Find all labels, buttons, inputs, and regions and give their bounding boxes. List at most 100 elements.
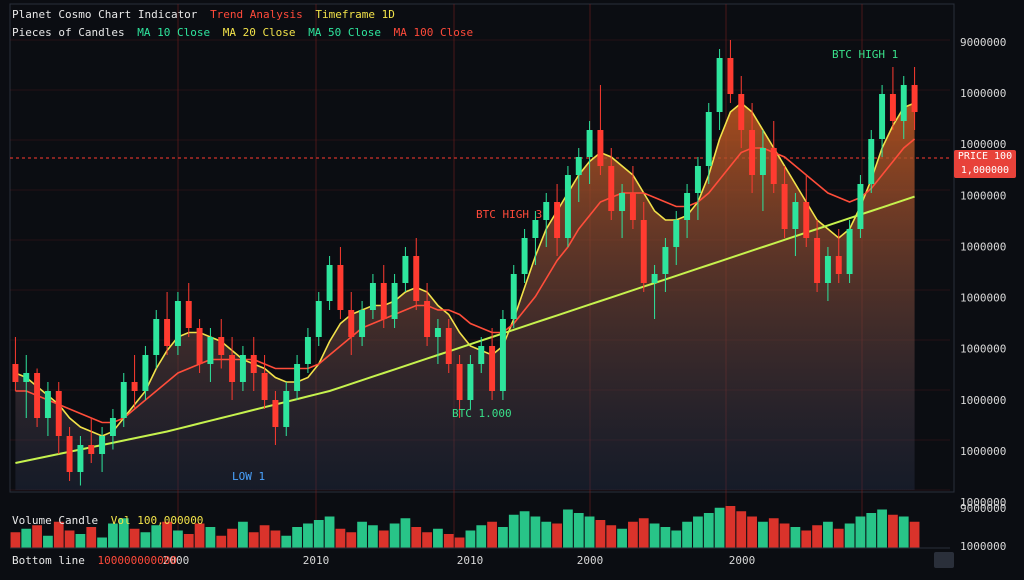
volume-bar-59: [649, 523, 660, 548]
candle-43: [478, 337, 485, 373]
volume-bar-76: [833, 528, 844, 548]
candle-78: [857, 175, 864, 238]
volume-bar-5: [64, 530, 75, 548]
ma-mid-legend[interactable]: MA 20 Close: [222, 26, 296, 39]
settings-corner-button[interactable]: [934, 552, 954, 568]
candle-46: [510, 265, 517, 328]
candle-14: [164, 292, 171, 355]
volume-bar-39: [433, 528, 443, 548]
volume-bar-13: [151, 525, 162, 548]
candle-body: [445, 328, 452, 364]
candle-body: [337, 265, 344, 310]
y-tick-label-9: 1000000: [960, 496, 1006, 509]
candle-body: [99, 436, 106, 454]
volume-bar-3: [43, 535, 53, 548]
candle-body: [857, 184, 864, 229]
candle-49: [543, 193, 550, 247]
volume-bar-83: [909, 521, 920, 548]
candle-18: [207, 328, 214, 382]
volume-bar-64: [703, 513, 714, 548]
candle-body: [174, 301, 181, 346]
volume-bar-72: [790, 527, 801, 548]
candle-body: [889, 94, 896, 121]
candle-0: [12, 337, 19, 391]
candle-51: [564, 166, 571, 247]
candle-17: [196, 319, 203, 373]
candle-body: [694, 166, 701, 193]
ma-fast-legend[interactable]: MA 10 Close: [137, 26, 211, 39]
volume-bar-71: [779, 523, 790, 548]
ma-slow-legend[interactable]: MA 50 Close: [308, 26, 382, 39]
candle-body: [66, 436, 73, 472]
footer-row: Bottom line 100000000000: [12, 554, 177, 568]
candle-body: [792, 202, 799, 229]
footer-value: 100000000000: [97, 554, 177, 567]
ma-extra-legend[interactable]: MA 100 Close: [393, 26, 474, 39]
candle-56: [619, 184, 626, 238]
chart-title: Planet Cosmo Chart Indicator: [12, 8, 198, 21]
candle-39: [434, 319, 441, 364]
candle-30: [337, 247, 344, 319]
volume-value: Vol 100,000000: [110, 514, 204, 527]
candle-body: [554, 202, 561, 238]
candle-body: [467, 364, 474, 400]
volume-bar-20: [227, 528, 237, 548]
candle-62: [684, 184, 691, 238]
price-tag-line1: PRICE 100: [957, 151, 1013, 162]
candle-body: [229, 355, 236, 382]
candle-79: [868, 130, 875, 193]
volume-bar-37: [411, 527, 422, 548]
candle-28: [315, 292, 322, 346]
candle-body: [597, 130, 604, 166]
candle-body: [55, 391, 62, 436]
candle-body: [489, 346, 496, 391]
volume-bar-42: [465, 530, 476, 548]
candle-body: [424, 301, 431, 337]
volume-bar-2: [32, 525, 42, 548]
candle-body: [131, 382, 138, 391]
candle-38: [424, 283, 431, 346]
volume-bar-57: [628, 521, 638, 548]
header-row-2: Pieces of Candles MA 10 Close MA 20 Clos…: [12, 26, 473, 40]
candle-body: [684, 193, 691, 220]
candle-52: [575, 148, 582, 202]
candle-body: [250, 355, 257, 373]
y-tick-label-7: 1000000: [960, 394, 1006, 407]
candle-body: [261, 373, 268, 400]
y-tick-label-0: 9000000: [960, 36, 1006, 49]
volume-bar-32: [357, 521, 367, 548]
volume-header: Volume Candle Vol 100,000000: [12, 514, 203, 528]
volume-bar-47: [519, 511, 530, 548]
volume-bar-82: [898, 516, 909, 548]
candle-23: [261, 355, 268, 409]
volume-bar-46: [508, 514, 519, 548]
ma-line-1: [15, 101, 915, 437]
volume-bar-49: [541, 521, 552, 548]
volume-bar-1: [21, 528, 32, 548]
volume-bar-26: [292, 527, 302, 548]
candle-body: [294, 364, 301, 391]
x-tick-label-2: 2010: [457, 554, 484, 567]
volume-bar-55: [606, 525, 617, 548]
candle-65: [716, 49, 723, 130]
candle-31: [348, 292, 355, 355]
x-tick-label-3: 2000: [577, 554, 604, 567]
candle-75: [824, 247, 831, 301]
candle-body: [510, 274, 517, 319]
candle-body: [12, 364, 19, 382]
candle-body: [900, 85, 907, 121]
candle-55: [608, 148, 615, 220]
candle-60: [662, 238, 669, 292]
candle-67: [738, 76, 745, 148]
volume-bar-18: [205, 527, 216, 548]
candle-body: [185, 301, 192, 328]
current-price-tag[interactable]: PRICE 100 1,000000: [954, 150, 1016, 178]
timeframe-badge[interactable]: Timeframe 1D: [315, 8, 395, 21]
candle-body: [824, 256, 831, 283]
candle-body: [359, 310, 366, 337]
candle-4: [55, 382, 62, 454]
volume-bar-52: [573, 513, 584, 548]
candle-body: [705, 112, 712, 166]
candle-22: [250, 337, 257, 391]
volume-bar-24: [270, 530, 281, 548]
